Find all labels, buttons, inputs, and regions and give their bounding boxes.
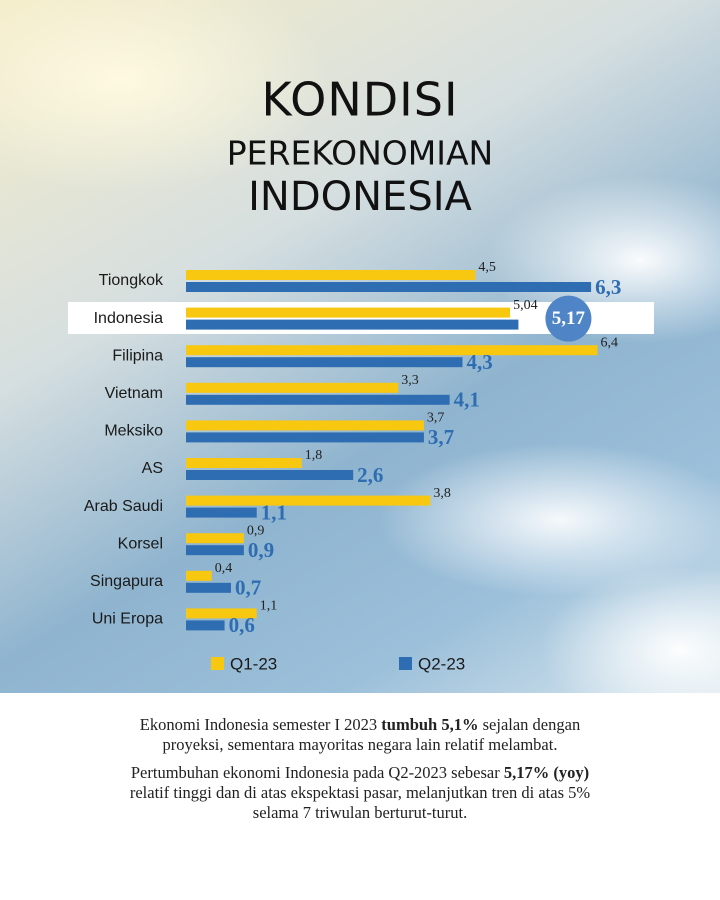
value-label: 3,8 <box>433 486 451 501</box>
category-label: Meksiko <box>104 423 163 440</box>
category-label: Filipina <box>112 347 163 364</box>
category-label: AS <box>142 460 163 477</box>
bar <box>186 432 424 443</box>
value-label: 0,9 <box>247 523 265 538</box>
bar <box>186 495 431 506</box>
category-label: Vietnam <box>105 385 163 402</box>
note-text: sejalan dengan proyeksi, sementara mayor… <box>162 715 581 754</box>
value-label: 6,4 <box>601 335 619 350</box>
category-label: Uni Eropa <box>92 611 163 628</box>
value-label: 1,1 <box>260 599 278 614</box>
highlight-circle <box>545 295 592 342</box>
bar <box>186 533 244 544</box>
value-label: 5,17 <box>552 308 586 329</box>
value-label: 1,8 <box>305 448 323 463</box>
category-label: Indonesia <box>94 310 163 327</box>
bar <box>186 282 592 292</box>
value-label: 1,1 <box>261 500 287 524</box>
note-text: Ekonomi Indonesia semester I 2023 <box>139 715 382 734</box>
bar <box>186 507 257 518</box>
value-label: 4,5 <box>478 260 496 275</box>
value-label: 4,3 <box>466 350 492 374</box>
value-label: 4,1 <box>454 388 480 412</box>
legend-label: Q2-23 <box>418 654 465 673</box>
bar <box>186 458 302 468</box>
note-text: relatif tinggi dan di atas ekspektasi pa… <box>129 783 591 822</box>
value-label: 3,7 <box>428 425 454 449</box>
bar <box>186 420 424 431</box>
value-label: 0,4 <box>215 561 233 576</box>
chart: KONDISI PEREKONOMIAN INDONESIA Tiongkok 4… <box>83 72 622 674</box>
bar <box>186 470 354 480</box>
value-label: 0,7 <box>235 576 261 600</box>
bar <box>186 582 232 593</box>
bar <box>186 357 463 368</box>
bar <box>186 394 450 405</box>
chart-title: KONDISI <box>261 73 458 127</box>
value-label: 3,3 <box>401 373 419 388</box>
category-label: Korsel <box>118 535 163 552</box>
bar <box>186 270 476 280</box>
value-label: 0,6 <box>229 613 255 637</box>
notes: Ekonomi Indonesia semester I 2023 tumbuh… <box>60 715 660 831</box>
note-emphasis: 5,17% (yoy) <box>503 763 590 782</box>
value-label: 6,3 <box>595 275 621 299</box>
bar <box>186 608 257 619</box>
bar <box>186 307 511 318</box>
legend-swatch <box>211 657 224 670</box>
bar <box>186 545 244 556</box>
legend-swatch <box>399 657 412 670</box>
bar <box>186 319 519 330</box>
legend-label: Q1-23 <box>230 654 277 673</box>
chart-title: INDONESIA <box>248 174 472 220</box>
bar <box>186 345 598 356</box>
note-text: Pertumbuhan ekonomi Indonesia pada Q2-20… <box>130 763 504 782</box>
category-label: Singapura <box>90 573 163 590</box>
bar <box>186 620 225 631</box>
note-emphasis: tumbuh 5,1% <box>381 715 479 734</box>
value-label: 3,7 <box>427 411 445 426</box>
chart-title: PEREKONOMIAN <box>227 134 493 173</box>
value-label: 5,04 <box>513 298 538 313</box>
bar <box>186 382 399 393</box>
category-label: Arab Saudi <box>84 498 163 515</box>
bar <box>186 570 212 581</box>
note-paragraph: Ekonomi Indonesia semester I 2023 tumbuh… <box>125 715 595 755</box>
category-label: Tiongkok <box>99 272 164 289</box>
value-label: 0,9 <box>248 538 274 562</box>
note-paragraph: Pertumbuhan ekonomi Indonesia pada Q2-20… <box>125 763 595 823</box>
value-label: 2,6 <box>357 463 383 487</box>
